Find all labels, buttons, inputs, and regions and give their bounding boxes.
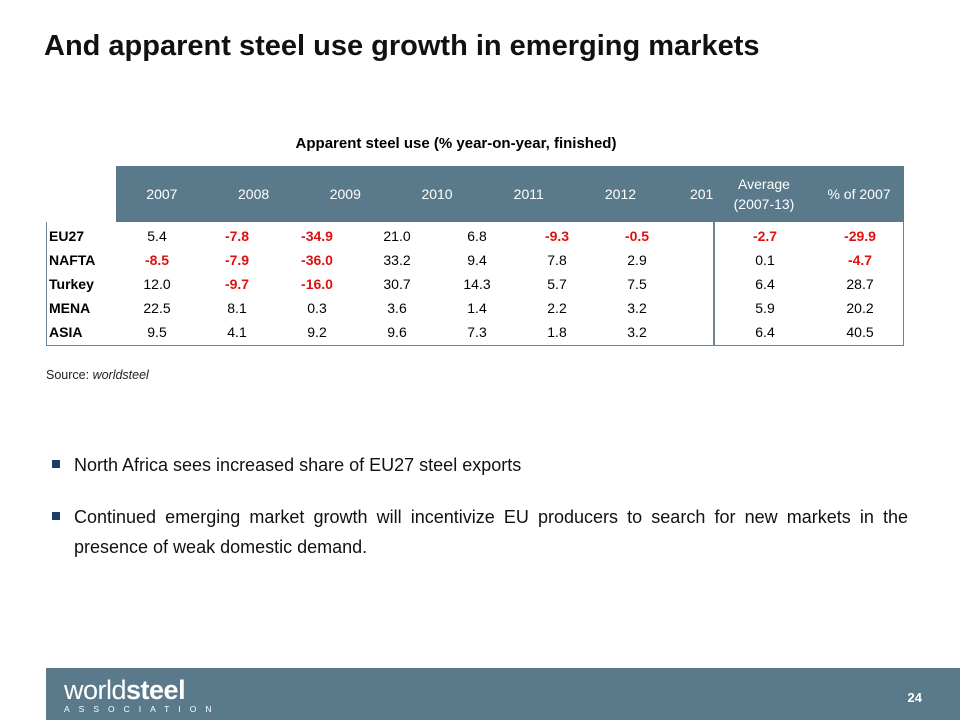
table-cell: 3.6 [387, 300, 407, 316]
table-cell: 3.2 [627, 324, 647, 340]
table-row: MENA 22.5 8.1 0.3 3.6 1.4 2.2 3.2 [47, 296, 715, 320]
table-cell: 21.0 [383, 228, 411, 244]
table-cell: 7.5 [627, 276, 647, 292]
row-label: NAFTA [49, 252, 96, 268]
slide-title: And apparent steel use growth in emergin… [44, 30, 760, 62]
pct-of-2007-cell: 40.5 [846, 324, 874, 340]
table-cell: 8.1 [227, 300, 247, 316]
average-cell: 6.4 [755, 324, 775, 340]
row-label: EU27 [49, 228, 85, 244]
bullet-list: North Africa sees increased share of EU2… [52, 450, 908, 562]
row-label: ASIA [49, 324, 83, 340]
bullet-square-icon [52, 512, 60, 520]
steel-use-table: 2007 2008 2009 2010 2011 2012 2013(f) Av… [46, 166, 904, 346]
table-row: NAFTA -8.5 -7.9 -36.0 33.2 9.4 7.8 2.9 [47, 248, 715, 272]
table-cell: 2.2 [547, 300, 567, 316]
bullet-square-icon [52, 460, 60, 468]
summary-row: 5.9 20.2 [715, 296, 905, 320]
table-cell: -8.5 [144, 252, 170, 268]
year-header-2008: 2008 [238, 186, 270, 202]
bullet-item: North Africa sees increased share of EU2… [52, 450, 908, 480]
table-cell: 7.3 [467, 324, 487, 340]
table-cell: 33.2 [383, 252, 411, 268]
table-cell: 3.2 [627, 300, 647, 316]
row-label: MENA [49, 300, 91, 316]
average-cell: 6.4 [755, 276, 775, 292]
footer-bar: worldsteel ASSOCIATION 24 [46, 668, 960, 720]
table-cell: -7.9 [224, 252, 250, 268]
table-cell: 9.2 [307, 324, 327, 340]
year-header-2012: 2012 [604, 186, 637, 202]
pct-of-2007-header: % of 2007 [827, 186, 891, 202]
table-row: Turkey 12.0 -9.7 -16.0 30.7 14.3 5.7 7.5 [47, 272, 715, 296]
table-cell: -9.7 [224, 276, 250, 292]
row-label: Turkey [49, 276, 94, 292]
table-cell: 5.7 [547, 276, 567, 292]
year-values-body: EU27 5.4 -7.8 -34.9 21.0 6.8 -9.3 -0.5 NAFTA -8.5… [46, 222, 714, 346]
table-cell: 2.9 [627, 252, 647, 268]
year-header-2007: 2007 [146, 186, 178, 202]
pct-of-2007-cell: 28.7 [846, 276, 874, 292]
table-cell: 4.1 [227, 324, 247, 340]
table-cell: -16.0 [301, 276, 333, 292]
summary-row: 6.4 40.5 [715, 320, 905, 344]
average-cell: -2.7 [752, 228, 778, 244]
summary-row: 6.4 28.7 [715, 272, 905, 296]
table-cell: 30.7 [383, 276, 411, 292]
year-header-2011: 2011 [513, 186, 544, 202]
summary-header-row: Average (2007-13) % of 2007 [714, 166, 904, 222]
table-cell: -0.5 [624, 228, 650, 244]
average-cell: 0.1 [755, 252, 775, 268]
source-note: Source: worldsteel [46, 368, 149, 382]
table-cell: 14.3 [463, 276, 491, 292]
page-number: 24 [907, 690, 922, 705]
table-cell: 1.8 [547, 324, 567, 340]
table-cell: 9.4 [467, 252, 487, 268]
table-cell: 9.6 [387, 324, 407, 340]
table-cell: -7.8 [224, 228, 250, 244]
summary-row: -2.7 -29.9 [715, 224, 905, 248]
pct-of-2007-cell: 20.2 [846, 300, 874, 316]
table-cell: 12.0 [143, 276, 171, 292]
bullet-item: Continued emerging market growth will in… [52, 502, 908, 562]
table-cell: -9.3 [544, 228, 570, 244]
table-cell: 5.4 [147, 228, 167, 244]
summary-row: 0.1 -4.7 [715, 248, 905, 272]
table-cell: -36.0 [301, 252, 333, 268]
table-cell: 0.3 [307, 300, 327, 316]
average-cell: 5.9 [755, 300, 775, 316]
year-header-2010: 2010 [421, 186, 453, 202]
table-row: EU27 5.4 -7.8 -34.9 21.0 6.8 -9.3 -0.5 [47, 224, 715, 248]
average-header: Average (2007-13) [733, 176, 795, 212]
table-cell: 6.8 [467, 228, 487, 244]
pct-of-2007-cell: -29.9 [844, 228, 876, 244]
table-cell: 7.8 [547, 252, 567, 268]
table-cell: -34.9 [301, 228, 333, 244]
table-cell: 22.5 [143, 300, 171, 316]
summary-values-body: -2.7 -29.9 0.1 -4.7 6.4 28.7 5.9 20.2 6.4 40.5 [714, 222, 904, 346]
year-header-row: 2007 2008 2009 2010 2011 2012 2013(f) [116, 166, 758, 222]
pct-of-2007-cell: -4.7 [847, 252, 873, 268]
table-row: ASIA 9.5 4.1 9.2 9.6 7.3 1.8 3.2 [47, 320, 715, 344]
table-caption: Apparent steel use (% year-on-year, fini… [295, 135, 617, 152]
table-cell: 9.5 [147, 324, 167, 340]
year-header-2009: 2009 [329, 186, 361, 202]
worldsteel-logo: worldsteel ASSOCIATION [64, 675, 221, 714]
table-cell: 1.4 [467, 300, 487, 316]
